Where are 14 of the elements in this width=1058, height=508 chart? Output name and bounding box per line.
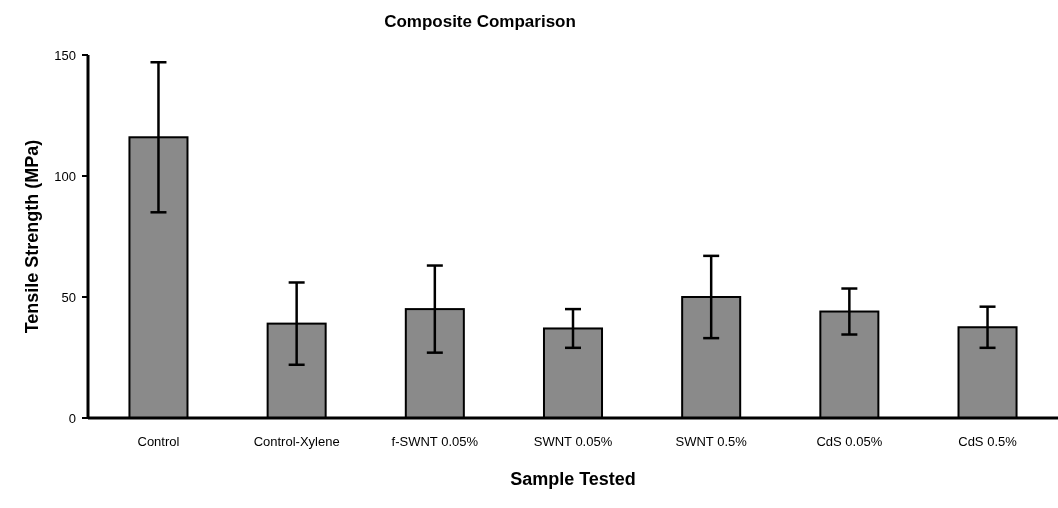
y-tick-label: 150 — [54, 47, 76, 63]
x-tick-label: f-SWNT 0.05% — [391, 434, 479, 449]
y-axis-title: Tensile Strength (MPa) — [22, 139, 42, 334]
y-tick-label: 0 — [68, 410, 76, 426]
y-tick-label: 50 — [61, 289, 76, 305]
x-tick-label: SWNT 0.05% — [533, 434, 613, 449]
x-tick-label: CdS 0.5% — [958, 434, 1018, 449]
x-tick-label: Control-Xylene — [253, 434, 340, 449]
y-tick-label: 100 — [54, 168, 76, 184]
x-tick-label: SWNT 0.5% — [675, 434, 748, 449]
chart-title: Composite Comparison — [384, 12, 576, 31]
x-tick-label: Control — [137, 434, 180, 449]
x-tick-label: CdS 0.05% — [816, 434, 883, 449]
x-axis-title: Sample Tested — [510, 469, 636, 489]
